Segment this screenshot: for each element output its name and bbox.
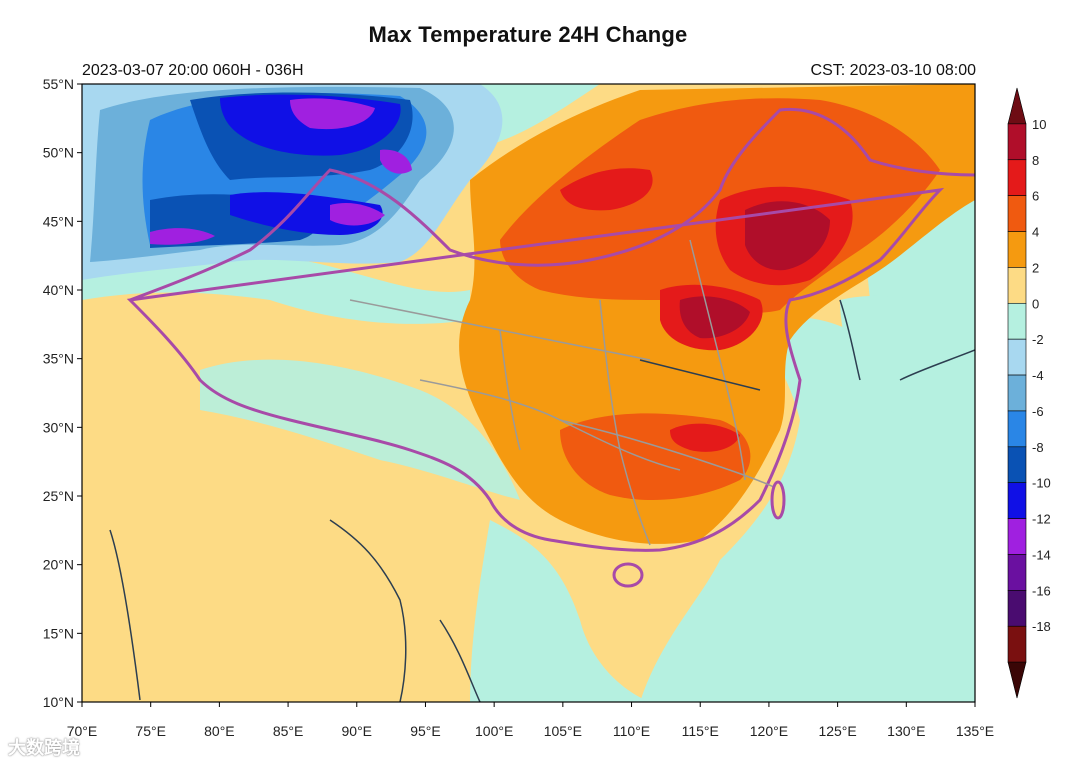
colorbar-label: 6 [1032,189,1039,204]
colorbar-label: -2 [1032,332,1044,347]
lat-tick-label: 30°N [43,419,74,435]
lat-tick-label: 55°N [43,76,74,92]
init-time-label: 2023-03-07 20:00 060H - 036H [82,62,304,79]
lat-tick-label: 15°N [43,625,74,641]
colorbar-label: 2 [1032,260,1039,275]
taiwan-island [770,480,786,520]
colorbar-label: -18 [1032,619,1051,634]
colorbar-label: 0 [1032,296,1039,311]
plot-frame [81,83,976,703]
lon-tick-label: 100°E [475,723,513,739]
colorbar-label: -16 [1032,583,1051,598]
colorbar-label: -6 [1032,404,1044,419]
cold-region-extreme-1 [290,98,375,130]
colorbar-label: 10 [1032,117,1046,132]
china-border [126,107,975,552]
colorbar-swatch [1007,267,1027,304]
lat-axis: 55°N 50°N 45°N 40°N 35°N 30°N 25°N 20°N 15°N 10°N [43,76,82,710]
lon-tick-label: 130°E [887,723,925,739]
indochina-cool-area [470,520,650,702]
colorbar-label: -12 [1032,512,1051,527]
colorbar-swatch [1007,518,1027,555]
lat-tick-label: 20°N [43,557,74,573]
map-title: Max Temperature 24H Change [368,22,688,47]
colorbar-top-arrow [1007,87,1027,125]
colorbar-swatch [1007,374,1027,412]
colorbar-swatch [1007,123,1027,161]
colorbar-bottom-arrow [1007,661,1027,699]
colorbar-swatch [1007,625,1027,663]
watermark: 大数跨境 [8,738,80,758]
colorbar-swatch [1007,482,1027,519]
lon-tick-label: 75°E [135,723,166,739]
lon-tick-label: 105°E [544,723,582,739]
temperature-field [82,84,975,702]
colorbar-label: -10 [1032,476,1051,491]
colorbar-swatch [1007,302,1027,340]
lon-tick-label: 85°E [273,723,304,739]
lat-tick-label: 35°N [43,351,74,367]
lon-tick-label: 135°E [956,723,994,739]
cold-region-extreme-2 [150,228,215,245]
hot-region-4 [670,423,740,452]
east-china-sea-cool-area [640,317,975,702]
colorbar-label: -4 [1032,368,1044,383]
colorbar-label: -14 [1032,547,1051,562]
colorbar: 10 8 6 4 2 0 -2 -4 -6 -8 -10 -12 -14 -16 -18 [1007,87,1051,699]
lat-tick-label: 45°N [43,213,74,229]
lat-tick-label: 40°N [43,282,74,298]
colorbar-swatch [1007,446,1027,484]
lon-tick-label: 110°E [613,723,650,739]
colorbar-swatch [1007,590,1027,627]
colorbar-swatch [1007,231,1027,268]
lat-tick-label: 25°N [43,488,74,504]
colorbar-swatch [1007,159,1027,196]
valid-time-label: CST: 2023-03-10 08:00 [810,62,976,79]
cold-region-extreme-3 [330,203,385,226]
lon-tick-label: 70°E [67,723,98,739]
lon-tick-label: 115°E [682,723,719,739]
colorbar-label: -8 [1032,440,1044,455]
lat-tick-label: 10°N [43,694,74,710]
tibet-cool-area [200,359,520,500]
colorbar-swatch [1007,338,1027,376]
hot-region-1 [560,168,653,211]
colorbar-label: 8 [1032,153,1039,168]
lon-tick-label: 125°E [818,723,856,739]
coastlines [109,299,975,702]
lon-tick-label: 80°E [204,723,235,739]
lon-tick-label: 120°E [750,723,788,739]
lon-axis: 70°E 75°E 80°E 85°E 90°E 95°E 100°E 105°E 110°E 1… [67,702,994,739]
korea-japan-cool-area [840,295,975,424]
lon-tick-label: 90°E [342,723,373,739]
lon-tick-label: 95°E [410,723,441,739]
colorbar-swatch [1007,410,1027,448]
colorbar-swatch [1007,554,1027,591]
colorbar-label: 4 [1032,225,1039,240]
lat-tick-label: 50°N [43,145,74,161]
hainan-island [612,562,644,588]
hottest-region-2 [679,296,750,339]
province-lines [349,239,781,546]
colorbar-swatch [1007,195,1027,232]
cold-region-extreme-4 [380,149,412,174]
hottest-region-1 [745,201,830,271]
